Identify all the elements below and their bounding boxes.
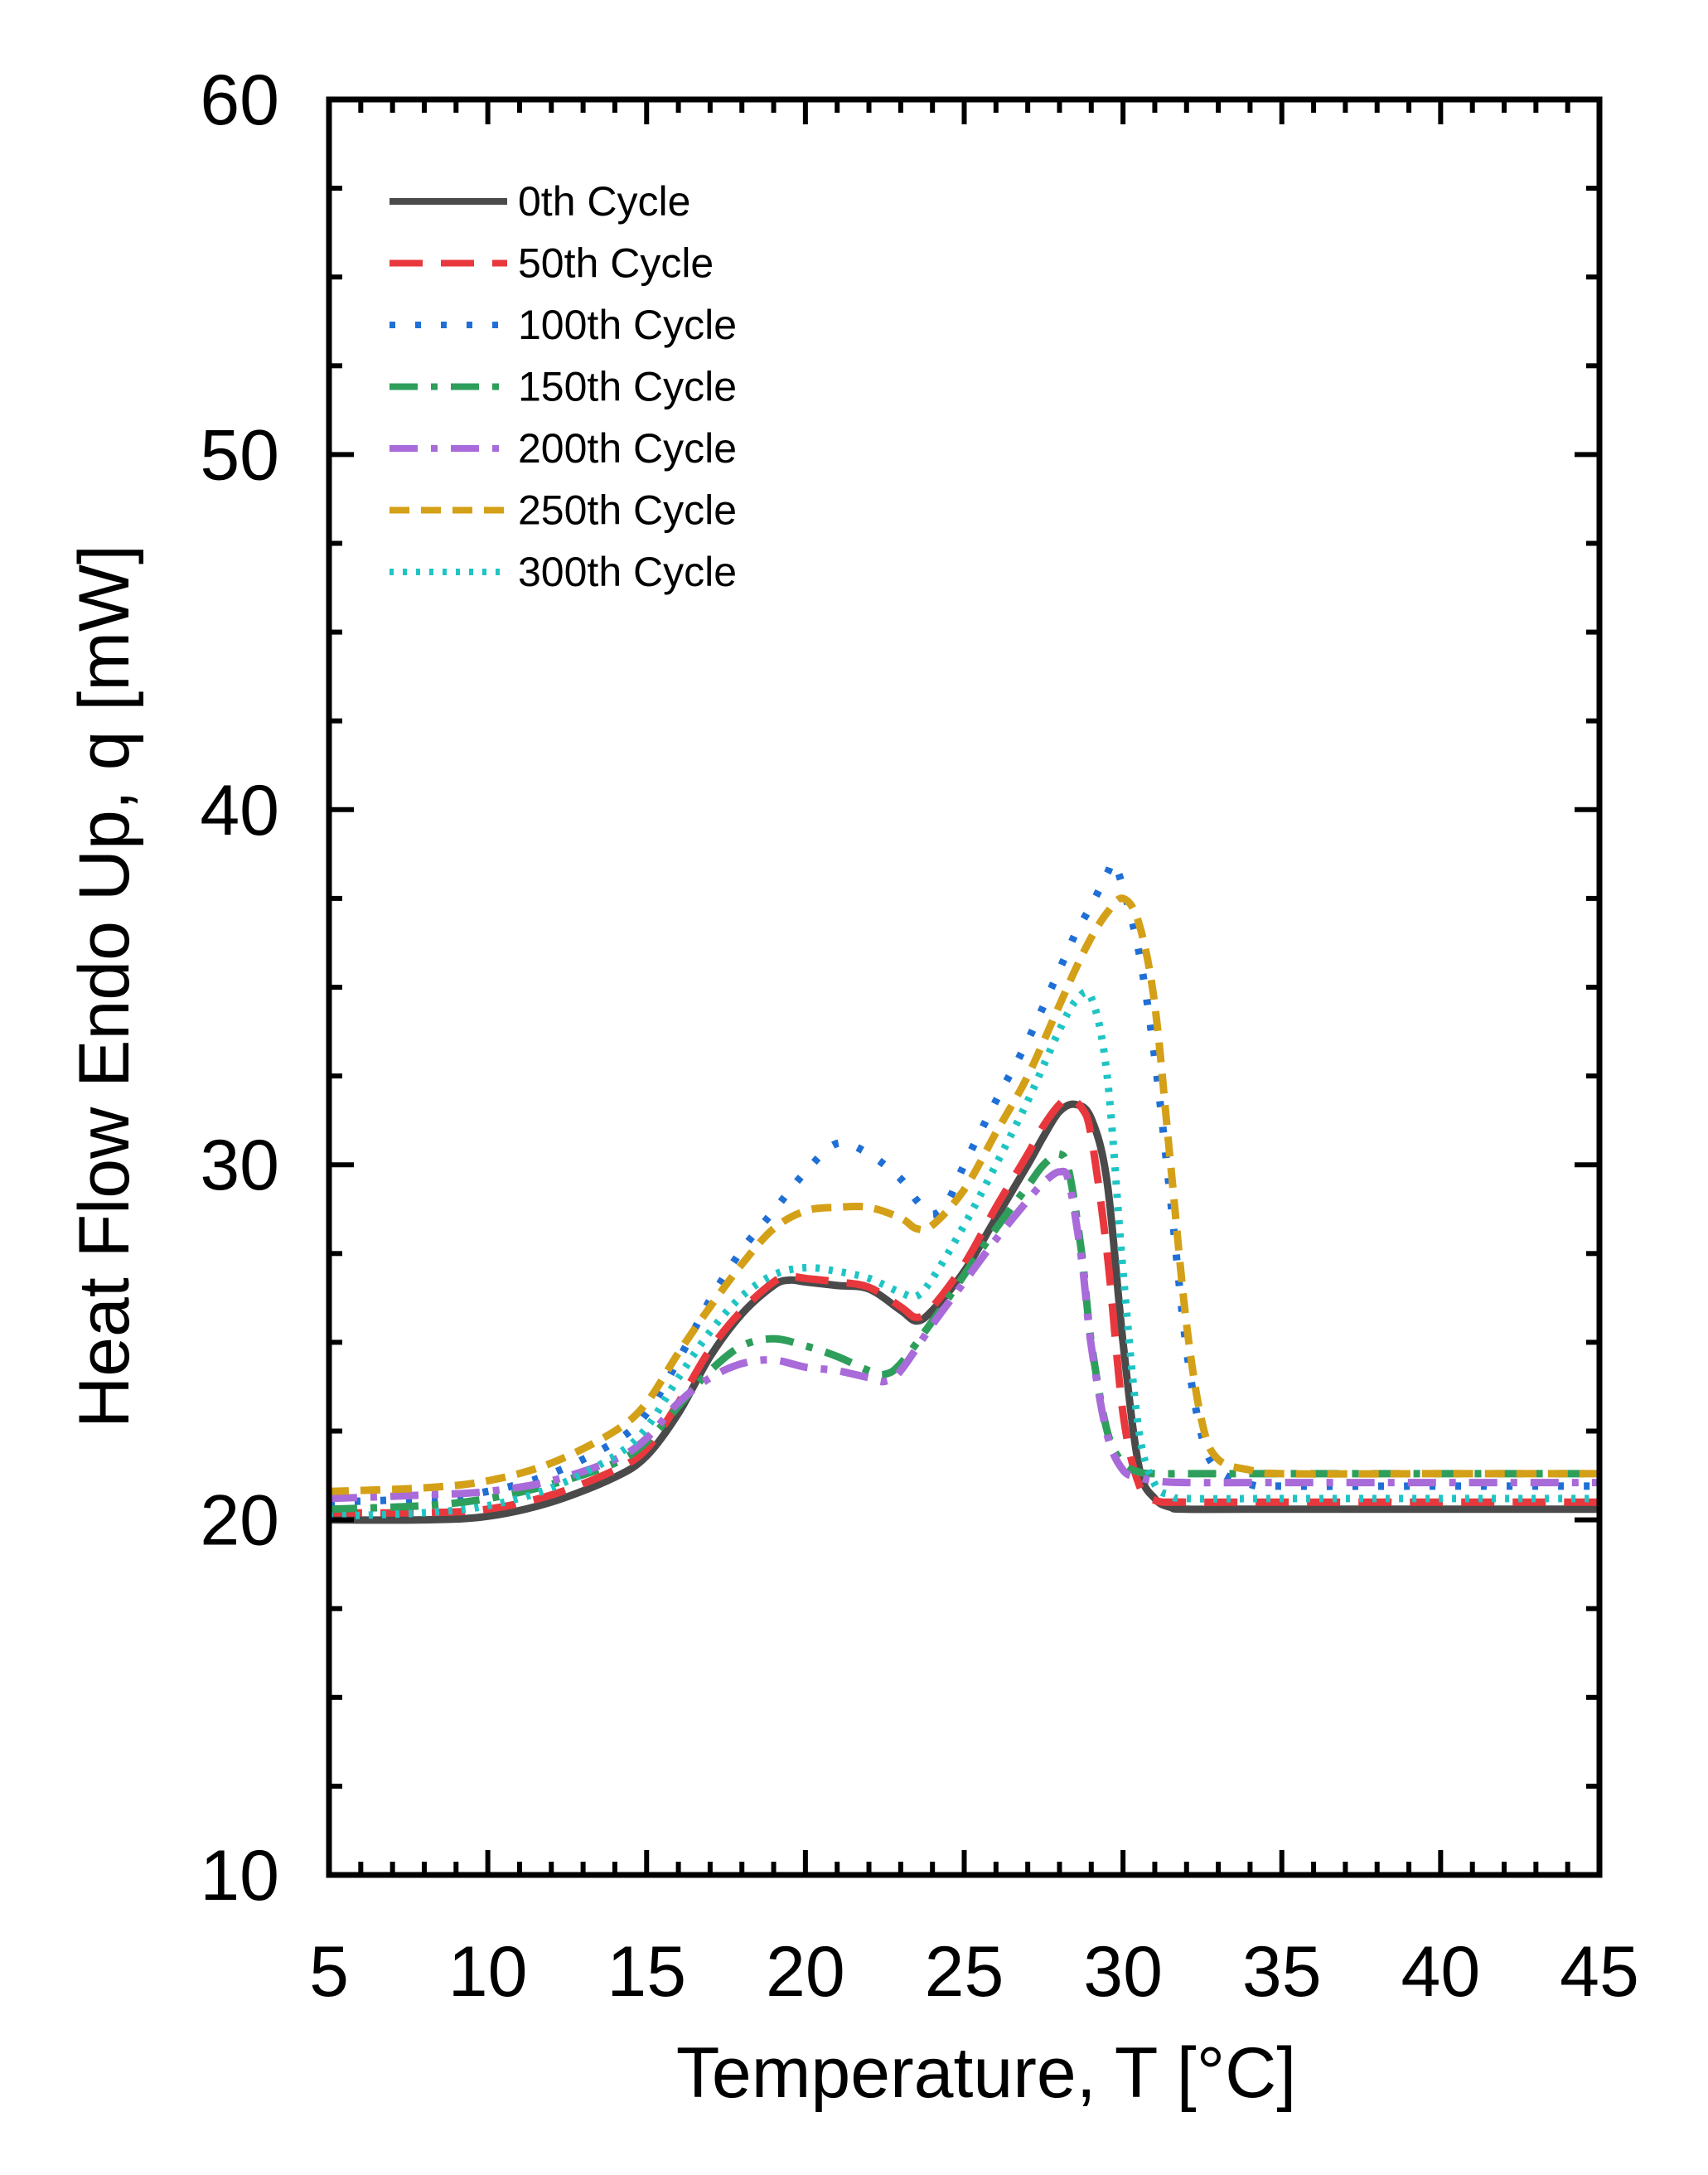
- y-tick-label: 40: [200, 771, 279, 850]
- series-line-300th-cycle: [329, 988, 1599, 1520]
- y-tick-label: 50: [200, 415, 279, 495]
- x-tick-label: 35: [1242, 1932, 1322, 2012]
- x-tick-label: 25: [925, 1932, 1004, 2012]
- series-line-250th-cycle: [329, 894, 1599, 1495]
- legend-entry-50th-cycle: 50th Cycle: [390, 240, 714, 287]
- series-line-200th-cycle: [329, 1167, 1599, 1503]
- x-tick-label: 15: [607, 1932, 686, 2012]
- legend-label: 300th Cycle: [518, 549, 737, 595]
- legend-entry-100th-cycle: 100th Cycle: [390, 302, 737, 348]
- legend-entry-150th-cycle: 150th Cycle: [390, 364, 737, 410]
- y-tick-label: 30: [200, 1126, 279, 1205]
- x-tick-label: 30: [1083, 1932, 1163, 2012]
- legend-label: 250th Cycle: [518, 487, 737, 534]
- plot-area-frame: [326, 96, 1603, 1878]
- series-line-50th-cycle: [329, 1095, 1599, 1517]
- legend-entry-300th-cycle: 300th Cycle: [390, 549, 737, 595]
- x-axis-title: Temperature, T [°C]: [676, 2033, 1296, 2113]
- legend-entry-200th-cycle: 200th Cycle: [390, 425, 737, 472]
- legend-label: 200th Cycle: [518, 425, 737, 472]
- legend-entry-250th-cycle: 250th Cycle: [390, 487, 737, 534]
- legend-label: 150th Cycle: [518, 364, 737, 410]
- legend-label: 0th Cycle: [518, 178, 690, 225]
- x-tick-label: 20: [766, 1932, 845, 2012]
- y-tick-label: 20: [200, 1481, 279, 1561]
- series-layer: [329, 858, 1599, 1524]
- x-tick-label: 10: [448, 1932, 528, 2012]
- y-tick-label: 60: [200, 61, 279, 140]
- legend: 0th Cycle 50th Cycle 100th Cycle 150th Cycl…: [390, 178, 737, 595]
- legend-label: 100th Cycle: [518, 302, 737, 348]
- legend-label: 50th Cycle: [518, 240, 714, 287]
- y-axis-title: Heat Flow Endo Up, q [mW]: [65, 545, 144, 1428]
- legend-entry-0th-cycle: 0th Cycle: [390, 178, 690, 225]
- x-tick-label: 5: [309, 1932, 349, 2012]
- y-tick-label: 10: [200, 1836, 279, 1916]
- x-tick-label: 40: [1401, 1932, 1481, 2012]
- tick-label-layer: 5 10 15 20 25 30 35 40 45 10 20 30 40 50 60: [200, 61, 1639, 2012]
- x-tick-label: 45: [1560, 1932, 1639, 2012]
